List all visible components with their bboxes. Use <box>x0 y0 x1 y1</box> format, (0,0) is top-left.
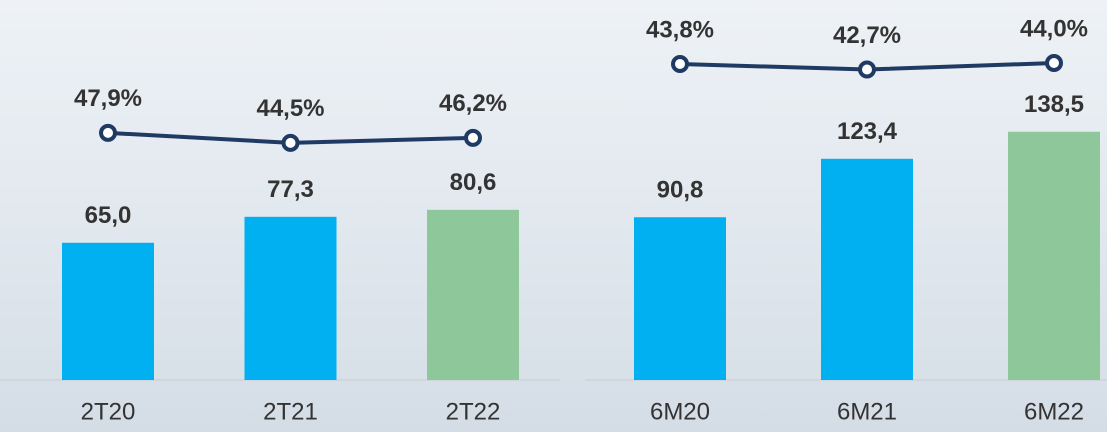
data-label: 47,9% <box>74 85 142 112</box>
chart: 2T20 2T21 2T22 65,0 77,3 80,6 47,9% 44,5% 46,2% 6… <box>0 0 1107 432</box>
page: 2T20 2T21 2T22 65,0 77,3 80,6 47,9% 44,5% 46,2% 6… <box>0 0 1107 432</box>
data-label: 123,4 <box>837 118 898 145</box>
bar <box>245 217 337 380</box>
data-label: 44,0% <box>1020 15 1088 42</box>
x-tick-label: 6M21 <box>837 398 897 425</box>
background <box>0 0 1107 432</box>
data-label: 44,5% <box>256 95 324 122</box>
data-label: 80,6 <box>450 169 497 196</box>
line-marker <box>284 136 298 150</box>
data-label: 77,3 <box>267 176 314 203</box>
line-marker <box>101 126 115 140</box>
data-label: 65,0 <box>85 202 132 229</box>
data-label: 42,7% <box>833 22 901 49</box>
x-tick-label: 2T21 <box>263 398 318 425</box>
line-marker <box>673 57 687 71</box>
bar <box>427 210 519 380</box>
bar <box>1008 132 1100 380</box>
bar <box>62 243 154 380</box>
x-tick-label: 6M20 <box>650 398 710 425</box>
x-tick-label: 6M22 <box>1024 398 1084 425</box>
bar <box>821 159 913 380</box>
data-label: 138,5 <box>1024 91 1084 118</box>
x-tick-label: 2T20 <box>81 398 136 425</box>
data-label: 43,8% <box>646 16 714 43</box>
line-marker <box>1047 56 1061 70</box>
line-marker <box>466 131 480 145</box>
bar <box>634 217 726 380</box>
data-label: 90,8 <box>657 177 704 204</box>
x-tick-label: 2T22 <box>446 398 501 425</box>
data-label: 46,2% <box>439 90 507 117</box>
line-marker <box>860 63 874 77</box>
